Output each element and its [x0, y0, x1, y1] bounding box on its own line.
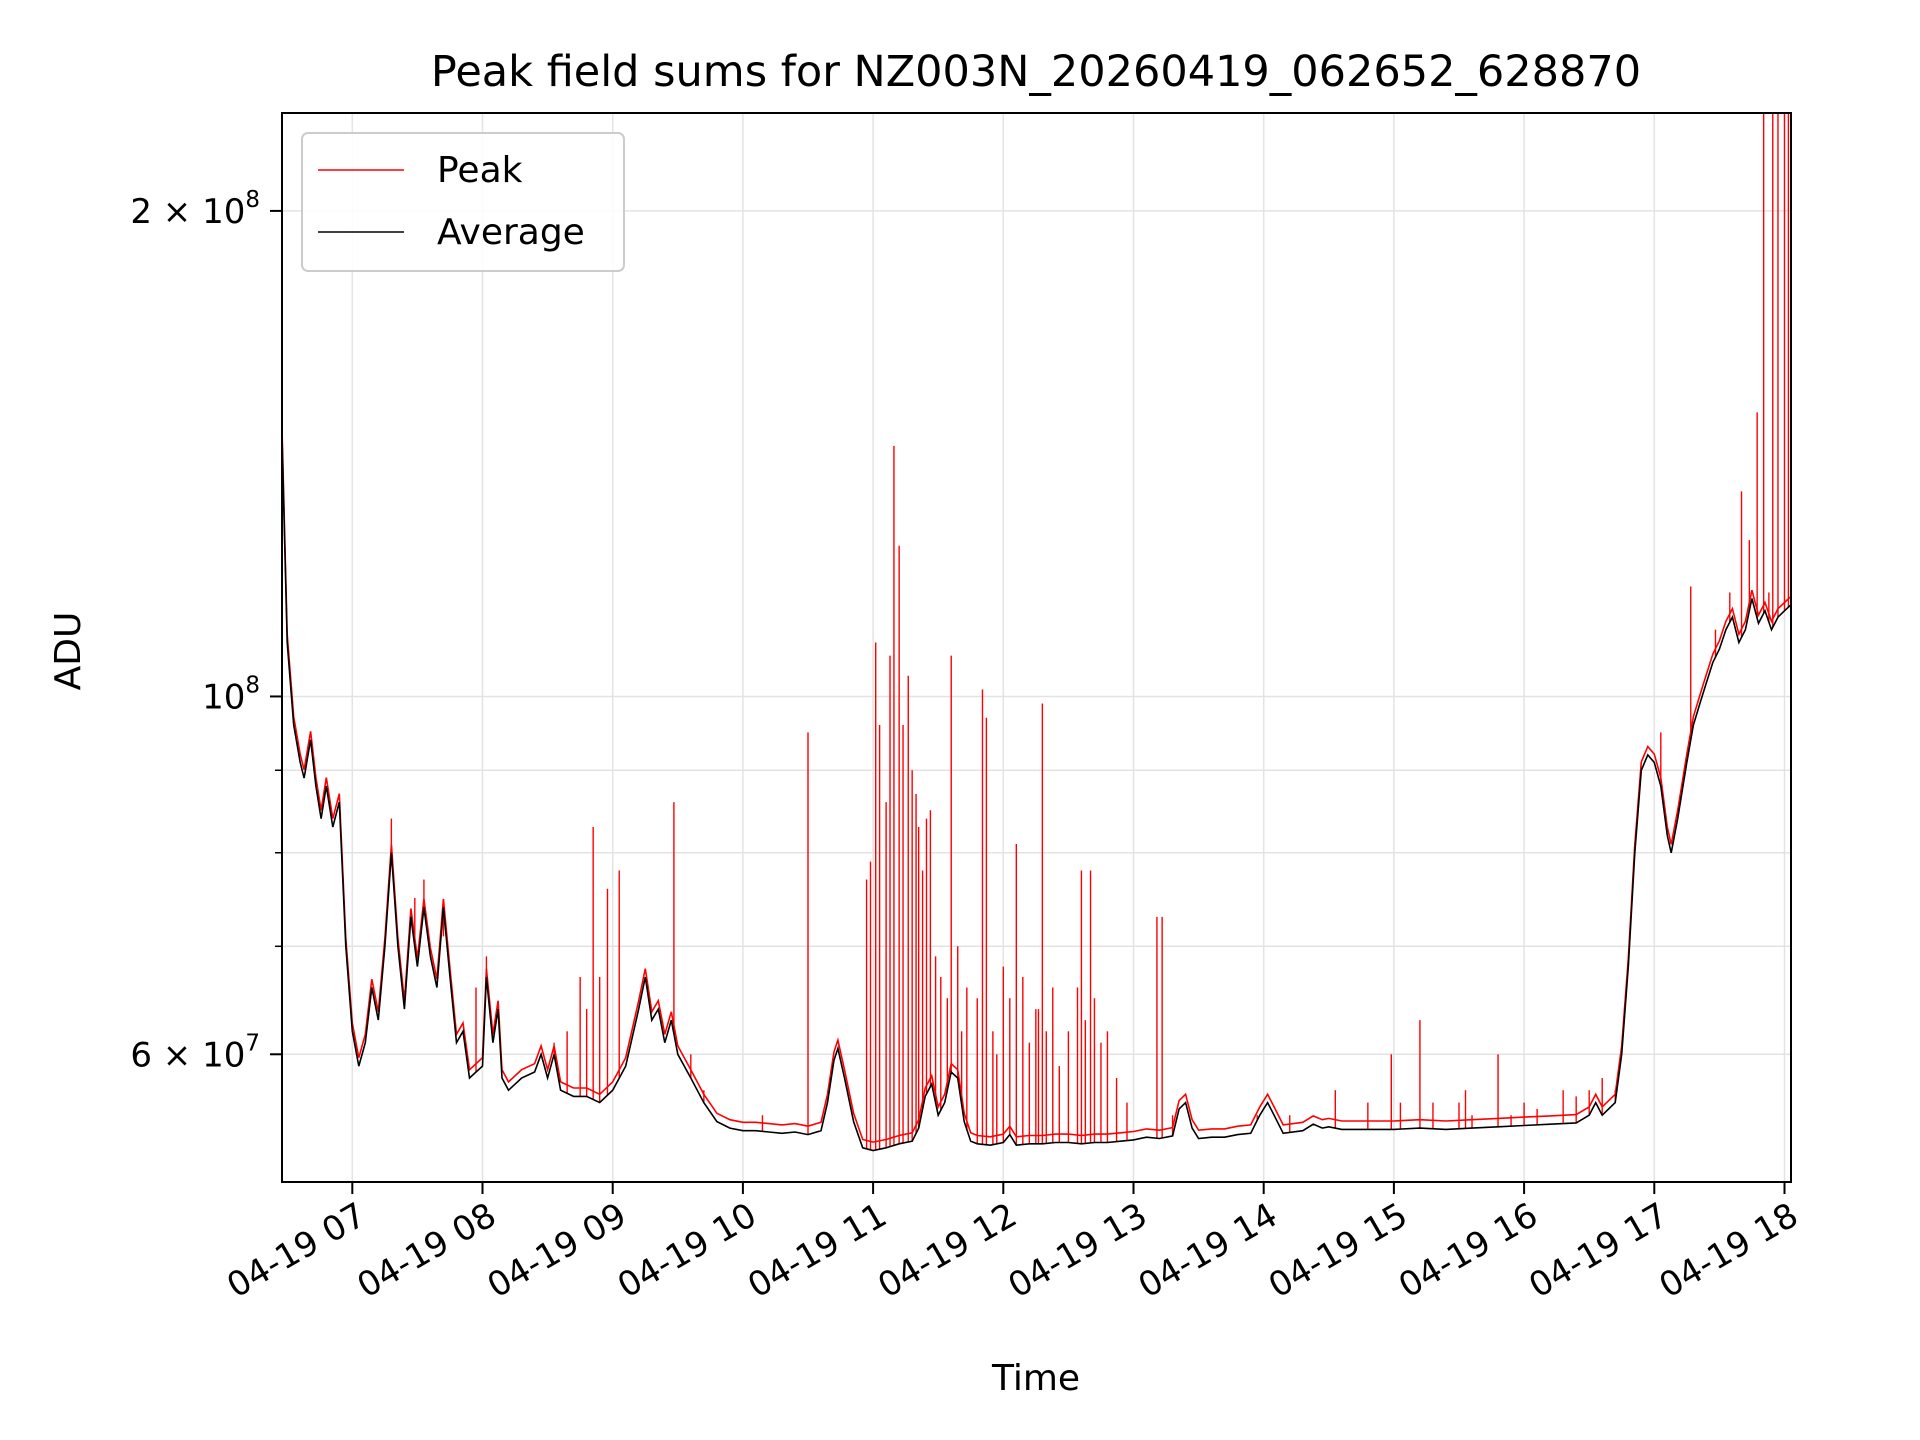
plot-frame	[281, 112, 1792, 1183]
y-axis-label: ADU	[48, 612, 89, 691]
plot-series	[281, 113, 1792, 1152]
legend-average-label: Average	[437, 212, 585, 253]
average-series-line	[281, 436, 1792, 1152]
y-tick-label: 2 × 108	[130, 187, 260, 232]
grid-lines	[282, 113, 1791, 1182]
x-axis-label: Time	[991, 1358, 1080, 1399]
y-axis-ticks: 6 × 107 108 2 × 108	[130, 187, 282, 1075]
legend: Peak Average	[301, 132, 625, 272]
legend-box	[301, 132, 625, 272]
chart-title: Peak field sums for NZ003N_20260419_0626…	[431, 47, 1641, 97]
y-tick-label: 6 × 107	[130, 1030, 260, 1075]
y-tick-label: 108	[202, 672, 260, 717]
legend-peak-label: Peak	[437, 150, 523, 191]
